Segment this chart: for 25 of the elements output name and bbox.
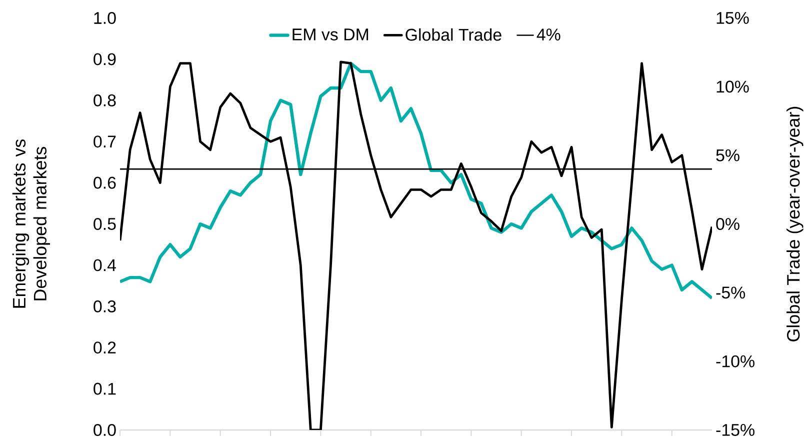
line-series [120, 62, 712, 300]
y-tick-label: 0.7 [94, 136, 116, 148]
y-tick-label: 0.6 [94, 176, 116, 189]
legend-label: EM vs DM [292, 28, 368, 40]
y-axis-title: Emerging markets vs Developed markets [12, 139, 50, 308]
y2-axis-title: Global Trade (year-over-year) [786, 106, 804, 342]
y2-tick-label: 10% [716, 80, 749, 93]
y-tick-label: 0.9 [94, 53, 116, 66]
y2-tick-label: 5% [716, 149, 740, 162]
y-tick-label: 0.3 [94, 300, 116, 312]
legend-label: Global Trade [406, 28, 502, 41]
y2-tick-label: 15% [716, 12, 749, 24]
y2-tick-label: -5% [716, 286, 746, 299]
y-tick-label: 0.0 [94, 424, 116, 436]
y-tick-label: 0.4 [94, 259, 116, 272]
line-series [120, 60, 712, 430]
y2-tick-label: -15% [716, 424, 754, 436]
y-tick-label: 0.1 [94, 382, 116, 395]
y-tick-label: 1.0 [94, 12, 116, 24]
y-tick-label: 0.2 [94, 342, 116, 354]
y-tick-label: 0.8 [94, 94, 116, 106]
y2-tick-label: -10% [716, 355, 754, 368]
legend-label: 4% [536, 28, 560, 40]
y2-tick-label: 0% [716, 218, 740, 230]
y-tick-label: 0.5 [94, 218, 116, 230]
